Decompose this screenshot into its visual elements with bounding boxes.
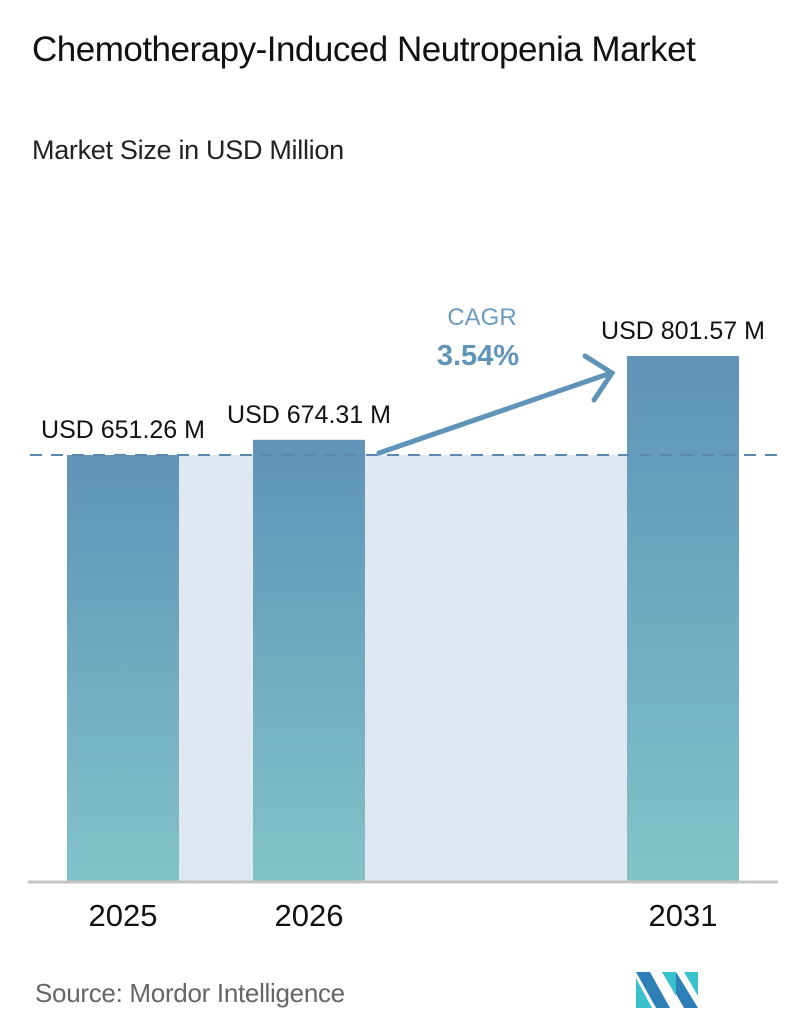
data-label-2025: USD 651.26 M [41,416,205,444]
x-tick-label-2025: 2025 [89,898,158,933]
labels-group: USD 651.26 M 2025 USD 674.31 M 2026 USD 801.… [41,317,765,933]
cagr-label: CAGR [447,304,516,331]
mordor-intelligence-logo-icon [636,972,698,1008]
bar-2025 [67,455,179,882]
source-text: Source: Mordor Intelligence [35,978,345,1008]
chart-subtitle: Market Size in USD Million [32,135,344,165]
cagr-arrow-icon [376,353,616,456]
cagr-value: 3.54% [437,340,519,372]
bar-2026 [253,439,365,882]
x-tick-label-2026: 2026 [275,898,344,933]
data-label-2031: USD 801.57 M [601,317,765,345]
data-label-2026: USD 674.31 M [227,401,391,429]
chart-title: Chemotherapy-Induced Neutropenia Market [32,30,696,69]
bars-group [67,356,739,882]
bar-2031 [627,356,739,882]
x-tick-label-2031: 2031 [649,898,718,933]
